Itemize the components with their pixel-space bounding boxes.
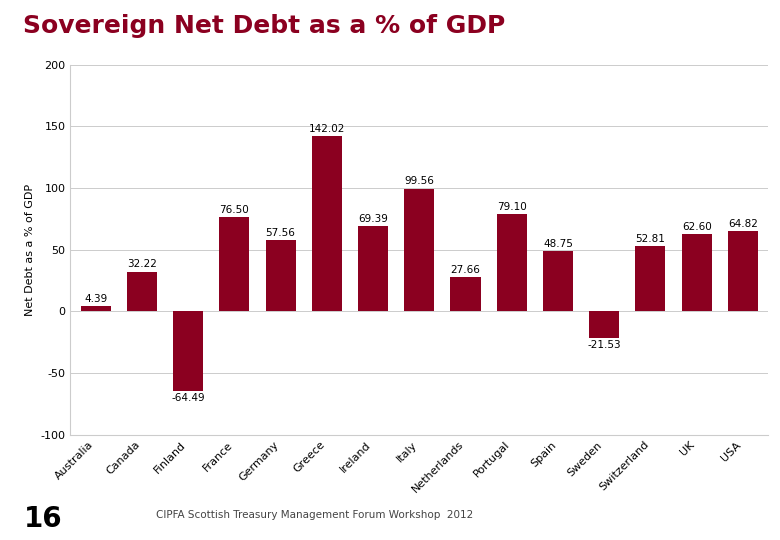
Text: -21.53: -21.53 <box>587 340 621 350</box>
Text: 48.75: 48.75 <box>543 239 573 249</box>
Bar <box>173 312 203 391</box>
Bar <box>728 232 758 312</box>
Text: Sovereign Net Debt as a % of GDP: Sovereign Net Debt as a % of GDP <box>23 14 505 37</box>
Y-axis label: Net Debt as a % of GDP: Net Debt as a % of GDP <box>25 184 35 316</box>
Bar <box>636 246 665 312</box>
Text: 79.10: 79.10 <box>497 201 526 212</box>
Text: 62.60: 62.60 <box>682 222 711 232</box>
Text: CIPFA Scottish Treasury Management Forum Workshop  2012: CIPFA Scottish Treasury Management Forum… <box>156 510 473 521</box>
Bar <box>219 217 250 312</box>
Text: 99.56: 99.56 <box>404 177 434 186</box>
Text: 64.82: 64.82 <box>728 219 758 230</box>
Text: 69.39: 69.39 <box>358 214 388 224</box>
Bar <box>127 272 157 312</box>
Text: 76.50: 76.50 <box>219 205 249 215</box>
Bar <box>543 251 573 312</box>
Text: 16: 16 <box>23 505 62 533</box>
Text: 142.02: 142.02 <box>309 124 345 134</box>
Text: 27.66: 27.66 <box>451 265 480 275</box>
Bar <box>451 278 480 312</box>
Text: 52.81: 52.81 <box>636 234 665 244</box>
Bar <box>265 240 296 312</box>
Text: 4.39: 4.39 <box>84 294 108 304</box>
Bar <box>682 234 711 312</box>
Text: 32.22: 32.22 <box>127 259 157 269</box>
Bar <box>497 214 526 312</box>
Bar <box>404 188 434 312</box>
Text: -64.49: -64.49 <box>172 393 205 403</box>
Bar <box>312 136 342 312</box>
Bar <box>358 226 388 312</box>
Bar <box>80 306 111 312</box>
Bar <box>589 312 619 338</box>
Text: 57.56: 57.56 <box>266 228 296 238</box>
